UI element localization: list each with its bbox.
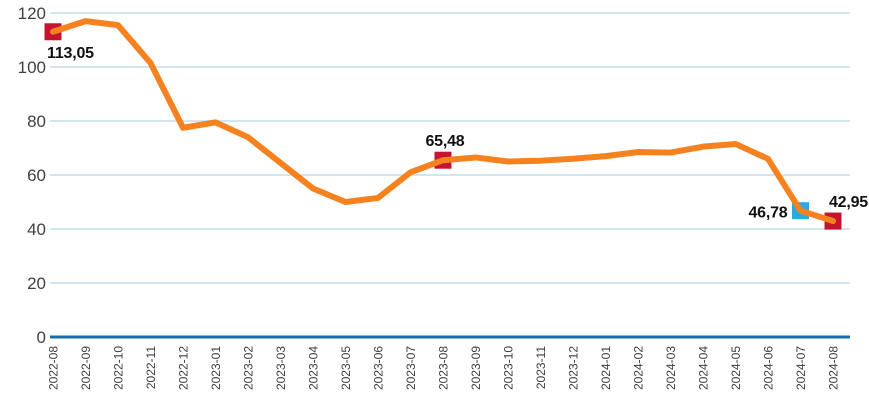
x-tick-label-group: 2024-06 (762, 346, 776, 390)
x-tick-label: 2024-06 (762, 346, 776, 390)
x-tick-label-group: 2024-05 (729, 346, 743, 390)
x-tick-label-group: 2023-11 (534, 346, 548, 389)
x-tick-label-group: 2022-12 (177, 346, 191, 390)
data-line (50, 18, 836, 225)
x-tick-label: 2023-07 (404, 346, 418, 390)
x-tick-label: 2023-06 (372, 346, 386, 390)
x-tick-label: 2022-08 (47, 346, 61, 390)
x-tick-label-group: 2023-03 (274, 346, 288, 390)
x-tick-label-group: 2023-10 (502, 346, 516, 390)
x-tick-label: 2023-01 (209, 346, 223, 390)
x-tick-label-group: 2024-03 (664, 346, 678, 390)
x-tick-label: 2023-08 (437, 346, 451, 390)
value-label: 46,78 (748, 205, 787, 222)
x-tick-label: 2022-11 (144, 346, 158, 389)
x-tick-label-group: 2022-11 (144, 346, 158, 389)
x-tick-label: 2023-03 (274, 346, 288, 390)
x-tick-label-group: 2024-04 (697, 346, 711, 390)
x-tick-label: 2024-05 (729, 346, 743, 390)
x-tick-label-group: 2023-04 (307, 346, 321, 390)
y-tick-label: 120 (18, 4, 46, 23)
x-tick-label: 2024-08 (827, 346, 841, 390)
x-tick-label: 2023-12 (567, 346, 581, 390)
x-tick-label-group: 2023-08 (437, 346, 451, 390)
x-tick-label-group: 2023-02 (242, 346, 256, 390)
x-tick-label: 2023-02 (242, 346, 256, 390)
x-tick-label-group: 2022-08 (47, 346, 61, 390)
x-tick-label: 2023-10 (502, 346, 516, 390)
x-tick-label-group: 2022-09 (79, 346, 93, 390)
x-tick-label-group: 2024-01 (599, 346, 613, 390)
x-tick-label-group: 2023-05 (339, 346, 353, 390)
x-tick-label: 2023-09 (469, 346, 483, 390)
x-tick-label: 2024-07 (794, 346, 808, 390)
x-tick-label: 2024-03 (664, 346, 678, 390)
x-tick-label: 2023-11 (534, 346, 548, 389)
x-tick-label-group: 2024-07 (794, 346, 808, 390)
x-tick-label: 2023-05 (339, 346, 353, 390)
x-tick-label: 2024-01 (599, 346, 613, 390)
value-label: 113,05 (47, 45, 94, 62)
y-tick-label: 40 (27, 220, 46, 239)
x-tick-label-group: 2023-07 (404, 346, 418, 390)
x-tick-label-group: 2022-10 (112, 346, 126, 390)
y-tick-label: 100 (18, 58, 46, 77)
x-tick-label-group: 2023-01 (209, 346, 223, 390)
x-tick-label-group: 2023-06 (372, 346, 386, 390)
y-tick-label: 20 (27, 274, 46, 293)
x-tick-label: 2024-02 (632, 346, 646, 390)
x-tick-label-group: 2024-02 (632, 346, 646, 390)
x-tick-label: 2022-09 (79, 346, 93, 390)
y-tick-label: 80 (27, 112, 46, 131)
x-tick-label: 2024-04 (697, 346, 711, 390)
x-tick-label-group: 2023-12 (567, 346, 581, 390)
value-label: 42,95 (829, 194, 868, 211)
x-tick-label: 2023-04 (307, 346, 321, 390)
y-tick-label: 0 (37, 328, 46, 347)
x-tick-label: 2022-10 (112, 346, 126, 390)
y-tick-label: 60 (27, 166, 46, 185)
x-tick-label: 2022-12 (177, 346, 191, 390)
value-label: 65,48 (425, 133, 464, 150)
x-tick-label-group: 2023-09 (469, 346, 483, 390)
x-tick-label-group: 2024-08 (827, 346, 841, 390)
